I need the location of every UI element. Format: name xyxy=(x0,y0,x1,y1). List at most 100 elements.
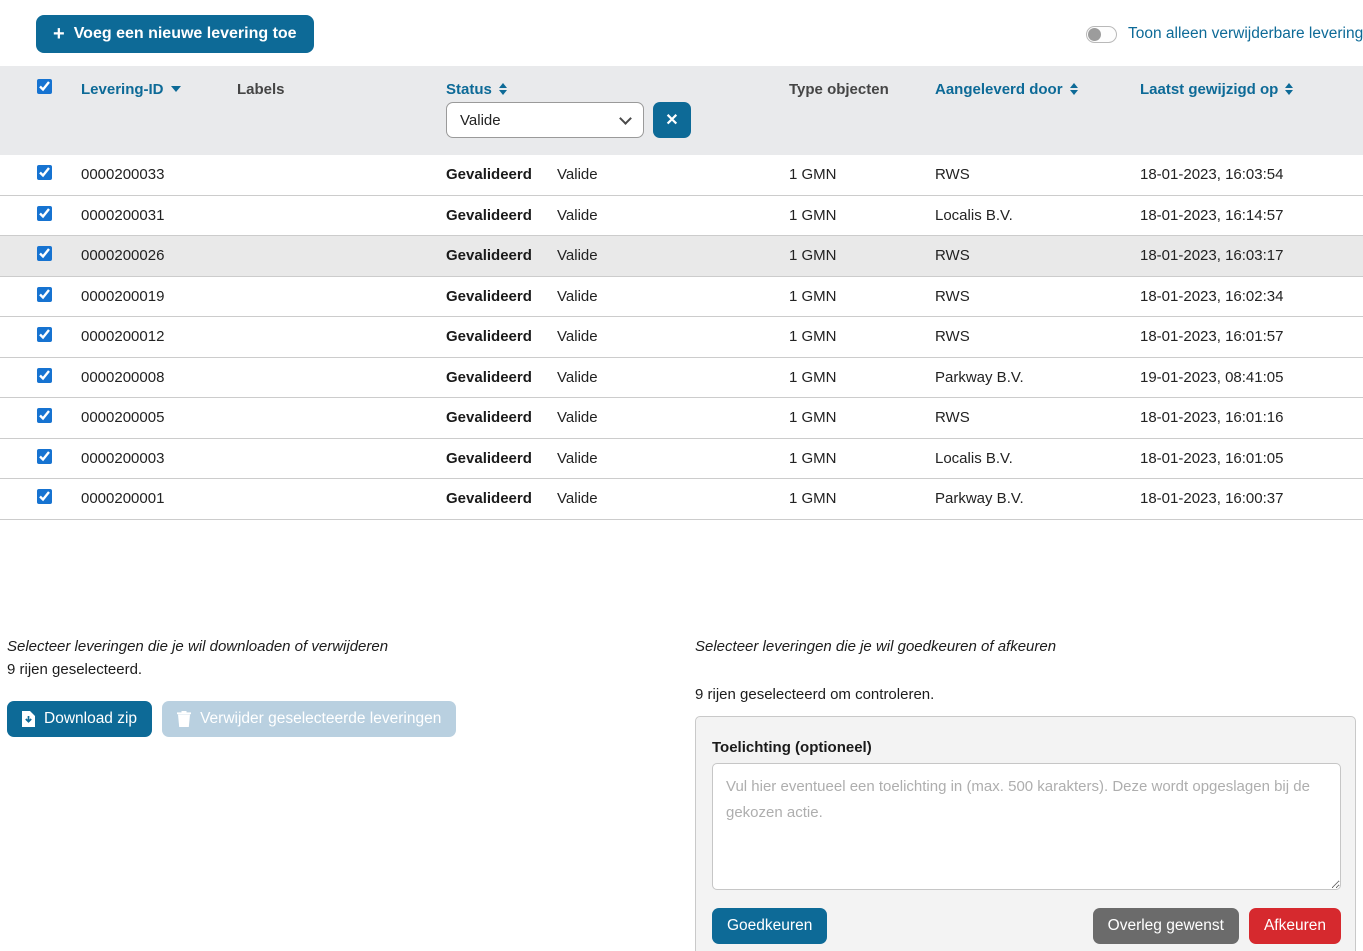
aangeleverd-door-cell: RWS xyxy=(935,409,1140,426)
levering-id-cell: 0000200033 xyxy=(81,166,237,183)
table-row[interactable]: 0000200003 Gevalideerd Valide 1 GMN Loca… xyxy=(0,439,1363,480)
review-section: Selecteer leveringen die je wil goedkeur… xyxy=(695,638,1363,951)
levering-id-cell: 0000200012 xyxy=(81,328,237,345)
column-header-laatst-gewijzigd[interactable]: Laatst gewijzigd op xyxy=(1140,81,1363,98)
approve-label: Goedkeuren xyxy=(727,917,812,935)
column-header-levering-id-label: Levering-ID xyxy=(81,81,164,98)
table-header: Levering-ID Labels Status Type objecten … xyxy=(0,66,1363,155)
type-objecten-cell: 1 GMN xyxy=(789,450,935,467)
row-checkbox[interactable] xyxy=(37,206,52,221)
aangeleverd-door-cell: Parkway B.V. xyxy=(935,369,1140,386)
validation-text: Valide xyxy=(557,166,598,183)
levering-id-cell: 0000200001 xyxy=(81,490,237,507)
clear-status-filter-button[interactable]: ✕ xyxy=(653,102,691,138)
aangeleverd-door-cell: Localis B.V. xyxy=(935,207,1140,224)
status-text: Gevalideerd xyxy=(446,490,557,507)
validation-text: Valide xyxy=(557,490,598,507)
table-row[interactable]: 0000200033 Gevalideerd Valide 1 GMN RWS … xyxy=(0,155,1363,196)
table-row[interactable]: 0000200005 Gevalideerd Valide 1 GMN RWS … xyxy=(0,398,1363,439)
status-text: Gevalideerd xyxy=(446,288,557,305)
type-objecten-cell: 1 GMN xyxy=(789,490,935,507)
levering-id-cell: 0000200026 xyxy=(81,247,237,264)
toelichting-textarea[interactable] xyxy=(712,763,1341,890)
status-text: Gevalideerd xyxy=(446,409,557,426)
status-filter-group: Valide ✕ xyxy=(446,102,691,138)
row-checkbox[interactable] xyxy=(37,165,52,180)
status-text: Gevalideerd xyxy=(446,247,557,264)
row-checkbox[interactable] xyxy=(37,408,52,423)
column-header-labels: Labels xyxy=(237,81,446,98)
column-header-levering-id[interactable]: Levering-ID xyxy=(81,81,237,98)
add-delivery-button[interactable]: + Voeg een nieuwe levering toe xyxy=(36,15,314,53)
status-text: Gevalideerd xyxy=(446,328,557,345)
status-cell: Gevalideerd Valide xyxy=(446,207,789,224)
sort-both-icon xyxy=(1285,83,1293,95)
delete-selected-button[interactable]: Verwijder geselecteerde leveringen xyxy=(162,701,456,737)
levering-id-cell: 0000200005 xyxy=(81,409,237,426)
table-row[interactable]: 0000200019 Gevalideerd Valide 1 GMN RWS … xyxy=(0,277,1363,318)
status-cell: Gevalideerd Valide xyxy=(446,409,789,426)
column-header-status[interactable]: Status xyxy=(446,81,789,98)
row-checkbox[interactable] xyxy=(37,489,52,504)
type-objecten-cell: 1 GMN xyxy=(789,288,935,305)
reject-label: Afkeuren xyxy=(1264,917,1326,935)
table-row[interactable]: 0000200008 Gevalideerd Valide 1 GMN Park… xyxy=(0,358,1363,399)
status-cell: Gevalideerd Valide xyxy=(446,369,789,386)
laatst-gewijzigd-cell: 18-01-2023, 16:01:05 xyxy=(1140,450,1363,467)
review-instruction: Selecteer leveringen die je wil goedkeur… xyxy=(695,638,1363,655)
status-text: Gevalideerd xyxy=(446,369,557,386)
status-cell: Gevalideerd Valide xyxy=(446,328,789,345)
validation-text: Valide xyxy=(557,409,598,426)
reject-button[interactable]: Afkeuren xyxy=(1249,908,1341,944)
discuss-button[interactable]: Overleg gewenst xyxy=(1093,908,1239,944)
status-text: Gevalideerd xyxy=(446,207,557,224)
column-header-type-objecten-label: Type objecten xyxy=(789,81,889,98)
table-body: 0000200033 Gevalideerd Valide 1 GMN RWS … xyxy=(0,155,1363,520)
validation-text: Valide xyxy=(557,450,598,467)
laatst-gewijzigd-cell: 18-01-2023, 16:01:57 xyxy=(1140,328,1363,345)
row-checkbox[interactable] xyxy=(37,287,52,302)
aangeleverd-door-cell: RWS xyxy=(935,328,1140,345)
status-cell: Gevalideerd Valide xyxy=(446,247,789,264)
validation-text: Valide xyxy=(557,288,598,305)
review-selection-count: 9 rijen geselecteerd om controleren. xyxy=(695,686,1363,703)
column-header-laatst-gewijzigd-label: Laatst gewijzigd op xyxy=(1140,81,1278,98)
row-checkbox[interactable] xyxy=(37,368,52,383)
column-header-status-label: Status xyxy=(446,81,492,98)
laatst-gewijzigd-cell: 18-01-2023, 16:00:37 xyxy=(1140,490,1363,507)
levering-id-cell: 0000200008 xyxy=(81,369,237,386)
table-row[interactable]: 0000200012 Gevalideerd Valide 1 GMN RWS … xyxy=(0,317,1363,358)
plus-icon: + xyxy=(53,24,65,44)
validation-text: Valide xyxy=(557,369,598,386)
download-section: Selecteer leveringen die je wil download… xyxy=(7,638,657,737)
type-objecten-cell: 1 GMN xyxy=(789,328,935,345)
row-checkbox[interactable] xyxy=(37,327,52,342)
leveringen-table: Levering-ID Labels Status Type objecten … xyxy=(0,66,1363,520)
status-filter-select[interactable]: Valide xyxy=(446,102,644,138)
type-objecten-cell: 1 GMN xyxy=(789,409,935,426)
row-checkbox[interactable] xyxy=(37,246,52,261)
status-text: Gevalideerd xyxy=(446,166,557,183)
aangeleverd-door-cell: RWS xyxy=(935,288,1140,305)
table-row[interactable]: 0000200001 Gevalideerd Valide 1 GMN Park… xyxy=(0,479,1363,520)
levering-id-cell: 0000200019 xyxy=(81,288,237,305)
type-objecten-cell: 1 GMN xyxy=(789,207,935,224)
download-zip-button[interactable]: Download zip xyxy=(7,701,152,737)
toelichting-label: Toelichting (optioneel) xyxy=(712,739,1339,756)
status-cell: Gevalideerd Valide xyxy=(446,450,789,467)
deletable-filter-toggle-label: Toon alleen verwijderbare leveringen xyxy=(1128,25,1363,43)
laatst-gewijzigd-cell: 18-01-2023, 16:03:54 xyxy=(1140,166,1363,183)
column-header-aangeleverd-door[interactable]: Aangeleverd door xyxy=(935,81,1140,98)
table-row[interactable]: 0000200026 Gevalideerd Valide 1 GMN RWS … xyxy=(0,236,1363,277)
row-checkbox[interactable] xyxy=(37,449,52,464)
aangeleverd-door-cell: RWS xyxy=(935,247,1140,264)
table-row[interactable]: 0000200031 Gevalideerd Valide 1 GMN Loca… xyxy=(0,196,1363,237)
laatst-gewijzigd-cell: 18-01-2023, 16:14:57 xyxy=(1140,207,1363,224)
column-header-type-objecten: Type objecten xyxy=(789,81,935,98)
download-selection-count: 9 rijen geselecteerd. xyxy=(7,661,657,678)
aangeleverd-door-cell: Localis B.V. xyxy=(935,450,1140,467)
approve-button[interactable]: Goedkeuren xyxy=(712,908,827,944)
deletable-filter-toggle[interactable] xyxy=(1086,26,1117,43)
column-header-aangeleverd-door-label: Aangeleverd door xyxy=(935,81,1063,98)
select-all-checkbox[interactable] xyxy=(37,79,52,94)
